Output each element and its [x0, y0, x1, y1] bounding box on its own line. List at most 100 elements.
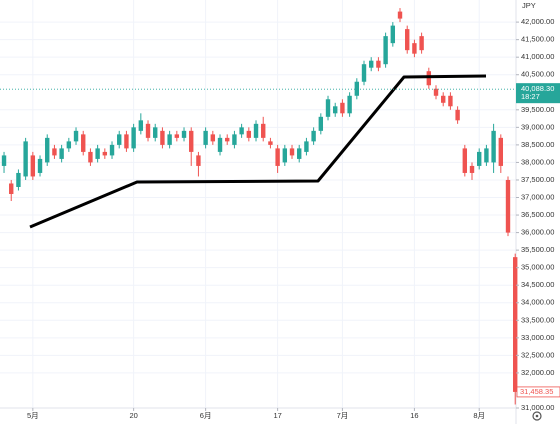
candle-body: [1, 155, 7, 166]
candle-body: [95, 148, 100, 159]
candle-body: [88, 151, 93, 163]
candle-body: [325, 99, 331, 117]
candle-body: [426, 71, 432, 86]
candle-body: [153, 127, 158, 138]
candle-body: [354, 81, 360, 96]
y-tick-label: 42,000.00: [521, 17, 554, 26]
x-tick-label: 5月: [27, 411, 39, 420]
candle-body: [477, 151, 482, 166]
candle-body: [383, 36, 388, 65]
candle-body: [282, 148, 288, 163]
y-tick-label: 35,000.00: [521, 263, 554, 272]
x-tick-label: 7月: [337, 411, 349, 420]
candle-body: [37, 158, 43, 173]
y-tick-label: 38,500.00: [521, 140, 554, 149]
candle-body: [268, 141, 273, 145]
candle-body: [484, 148, 489, 163]
candle-body: [52, 148, 57, 156]
candle-body: [297, 148, 302, 159]
candle-body: [311, 130, 316, 142]
candle-body: [217, 137, 223, 152]
y-tick-label: 36,500.00: [521, 210, 554, 219]
x-tick-label: 16: [410, 411, 418, 420]
candle-body: [441, 95, 446, 103]
candle-body: [189, 130, 194, 152]
y-tick-label: 34,000.00: [521, 298, 554, 307]
candle-body: [469, 165, 475, 173]
candle-body: [66, 141, 72, 149]
candle-body: [347, 95, 352, 114]
candle-body: [448, 95, 453, 107]
y-tick-label: 37,000.00: [521, 192, 554, 201]
y-tick-label: 41,000.00: [521, 52, 554, 61]
last-price-label: 40,088.30: [521, 84, 554, 93]
last-price-box: [516, 83, 560, 104]
y-tick-label: 38,000.00: [521, 157, 554, 166]
candle-body: [261, 123, 266, 138]
candle-body: [59, 148, 64, 159]
candle-body: [102, 151, 108, 156]
candle-body: [196, 155, 201, 166]
countdown-label: 18:27: [521, 92, 540, 101]
settings-icon[interactable]: [532, 411, 542, 421]
y-tick-label: 37,500.00: [521, 175, 554, 184]
candle-body: [275, 148, 280, 166]
x-tick-label: 17: [273, 411, 281, 420]
y-tick-label: 36,000.00: [521, 228, 554, 237]
candle-body: [491, 130, 496, 163]
y-tick-label: 31,000.00: [521, 403, 554, 412]
candle-body: [333, 106, 338, 114]
candle-body: [73, 130, 79, 142]
candle-body: [369, 60, 374, 68]
candle-body: [376, 60, 381, 68]
candle-body: [513, 257, 518, 392]
candle-body: [318, 116, 324, 131]
y-tick-label: 33,500.00: [521, 315, 554, 324]
candle-body: [45, 137, 50, 163]
candle-body: [361, 64, 367, 82]
candle-body: [181, 130, 187, 138]
trend-drawing: [29, 74, 487, 229]
candle-body: [304, 141, 309, 152]
candle-body: [232, 134, 237, 145]
x-tick-label: 8月: [473, 411, 485, 420]
candle-body: [397, 11, 403, 19]
y-tick-label: 35,500.00: [521, 245, 554, 254]
y-tick-label: 32,000.00: [521, 368, 554, 377]
candle-body: [160, 130, 165, 145]
candles: [1, 8, 518, 405]
candle-body: [246, 130, 252, 138]
candle-body: [412, 43, 417, 54]
candle-body: [30, 155, 36, 177]
candle-body: [109, 144, 115, 156]
y-tick-label: 39,500.00: [521, 105, 554, 114]
candle-body: [131, 127, 136, 149]
grid: [0, 0, 516, 409]
y-tick-label: 34,500.00: [521, 280, 554, 289]
candle-body: [9, 183, 14, 195]
y-tick-label: 33,000.00: [521, 333, 554, 342]
x-tick-label: 6月: [200, 411, 212, 420]
candle-body: [462, 148, 468, 173]
candle-body: [174, 134, 180, 138]
candle-body: [289, 148, 295, 156]
currency-label: JPY: [522, 1, 536, 10]
candle-body: [419, 36, 424, 51]
candle-body: [145, 123, 151, 138]
candle-body: [117, 134, 122, 145]
candle-body: [505, 179, 511, 233]
candle-body: [498, 137, 504, 166]
candle-body: [253, 123, 259, 138]
candle-body: [405, 29, 410, 51]
close-label: 31,458.35: [520, 387, 553, 396]
candle-body: [340, 102, 345, 114]
candle-body: [433, 88, 439, 96]
y-tick-label: 39,000.00: [521, 122, 554, 131]
candle-body: [239, 127, 244, 135]
candle-body: [167, 134, 172, 145]
y-tick-label: 40,500.00: [521, 70, 554, 79]
close-label-box: [516, 386, 560, 398]
